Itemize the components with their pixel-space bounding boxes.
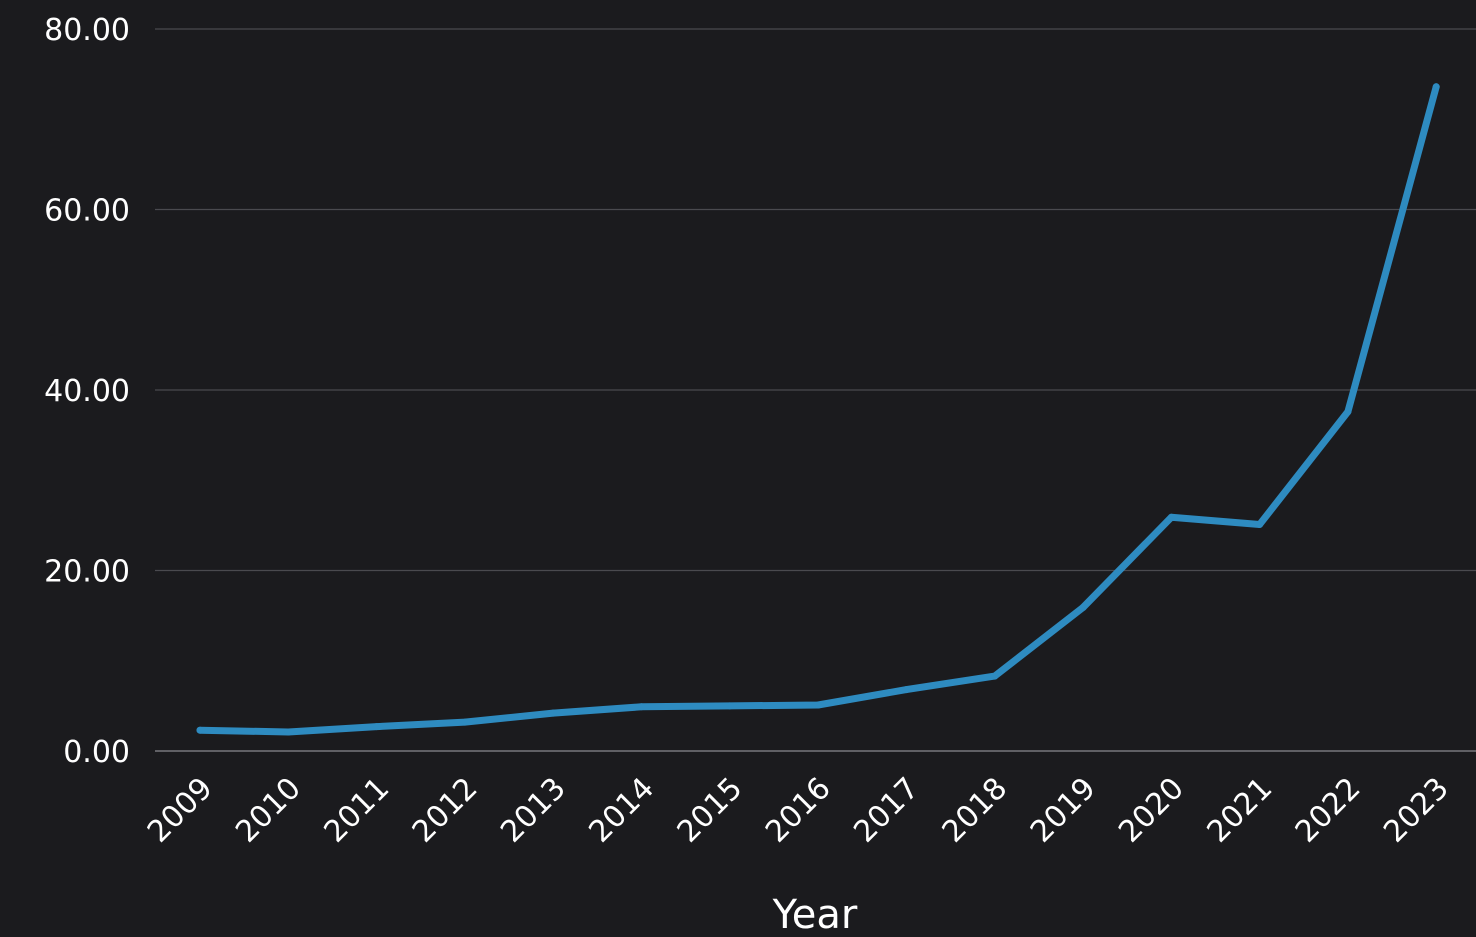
x-tick-label: 2011 xyxy=(318,771,397,850)
x-tick-label: 2022 xyxy=(1289,771,1368,850)
x-tick-label: 2021 xyxy=(1201,771,1280,850)
data-point-2009 xyxy=(196,726,204,734)
y-tick-label: 40.00 xyxy=(44,374,130,409)
data-point-2012 xyxy=(461,718,469,726)
x-tick-label: 2019 xyxy=(1024,771,1103,850)
data-point-2011 xyxy=(373,723,381,731)
data-point-2018 xyxy=(991,672,999,680)
data-point-2021 xyxy=(1256,521,1264,528)
data-point-2023 xyxy=(1432,83,1440,91)
data-point-2015 xyxy=(726,702,734,710)
data-point-2022 xyxy=(1344,408,1352,416)
y-tick-label: 80.00 xyxy=(44,13,130,48)
series-layer xyxy=(196,83,1440,736)
y-tick-label: 20.00 xyxy=(44,555,130,590)
x-tick-label: 2009 xyxy=(141,771,220,850)
data-point-2016 xyxy=(814,701,822,709)
x-tick-label: 2020 xyxy=(1112,771,1191,850)
x-tick-label: 2014 xyxy=(582,771,661,850)
data-point-2013 xyxy=(549,709,557,717)
x-tick-label: 2017 xyxy=(847,771,926,850)
data-point-2020 xyxy=(1167,513,1175,521)
series-line xyxy=(196,83,1440,736)
y-tick-label: 60.00 xyxy=(44,194,130,229)
x-tick-label: 2023 xyxy=(1377,771,1456,850)
data-point-2010 xyxy=(284,728,292,736)
x-tick-label: 2015 xyxy=(671,771,750,850)
x-tick-label: 2010 xyxy=(229,771,308,850)
x-tick-label: 2013 xyxy=(494,771,573,850)
data-point-2019 xyxy=(1079,604,1087,611)
y-axis-tick-labels: 0.00 20.00 40.00 60.00 80.00 xyxy=(44,13,130,770)
x-tick-label: 2012 xyxy=(406,771,485,850)
x-axis-title: Year xyxy=(772,892,858,937)
x-tick-label: 2016 xyxy=(759,771,838,850)
data-point-2014 xyxy=(638,703,645,711)
y-tick-label: 0.00 xyxy=(63,735,130,770)
x-axis-tick-labels: 2009 2010 2011 2012 2013 2014 2015 2016 2017 2018… xyxy=(141,771,1456,850)
data-point-2017 xyxy=(902,686,910,694)
gridlines xyxy=(155,28,1476,752)
x-tick-label: 2018 xyxy=(936,771,1015,850)
